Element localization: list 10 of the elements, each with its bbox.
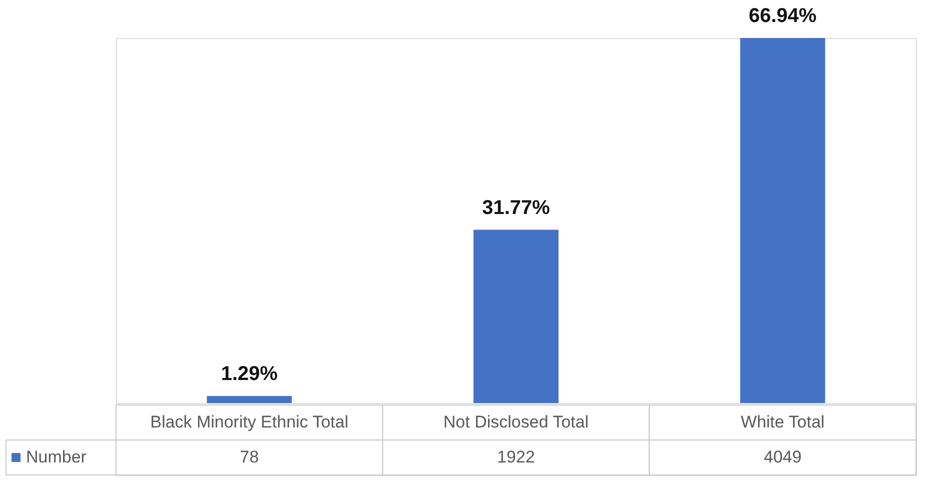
x-tick-label: White Total xyxy=(740,412,825,432)
text: 4049 xyxy=(764,448,802,466)
data-label: 1.29% xyxy=(220,362,278,385)
x-tick-label: Black Minority Ethnic Total xyxy=(150,412,348,432)
text: 78 xyxy=(240,448,259,466)
x-tick-label: Not Disclosed Total xyxy=(443,412,589,432)
data-label: 31.77% xyxy=(482,196,550,219)
data-label: 66.94% xyxy=(748,5,817,27)
text: 1922 xyxy=(497,448,535,466)
legend-label: Number xyxy=(26,448,87,466)
